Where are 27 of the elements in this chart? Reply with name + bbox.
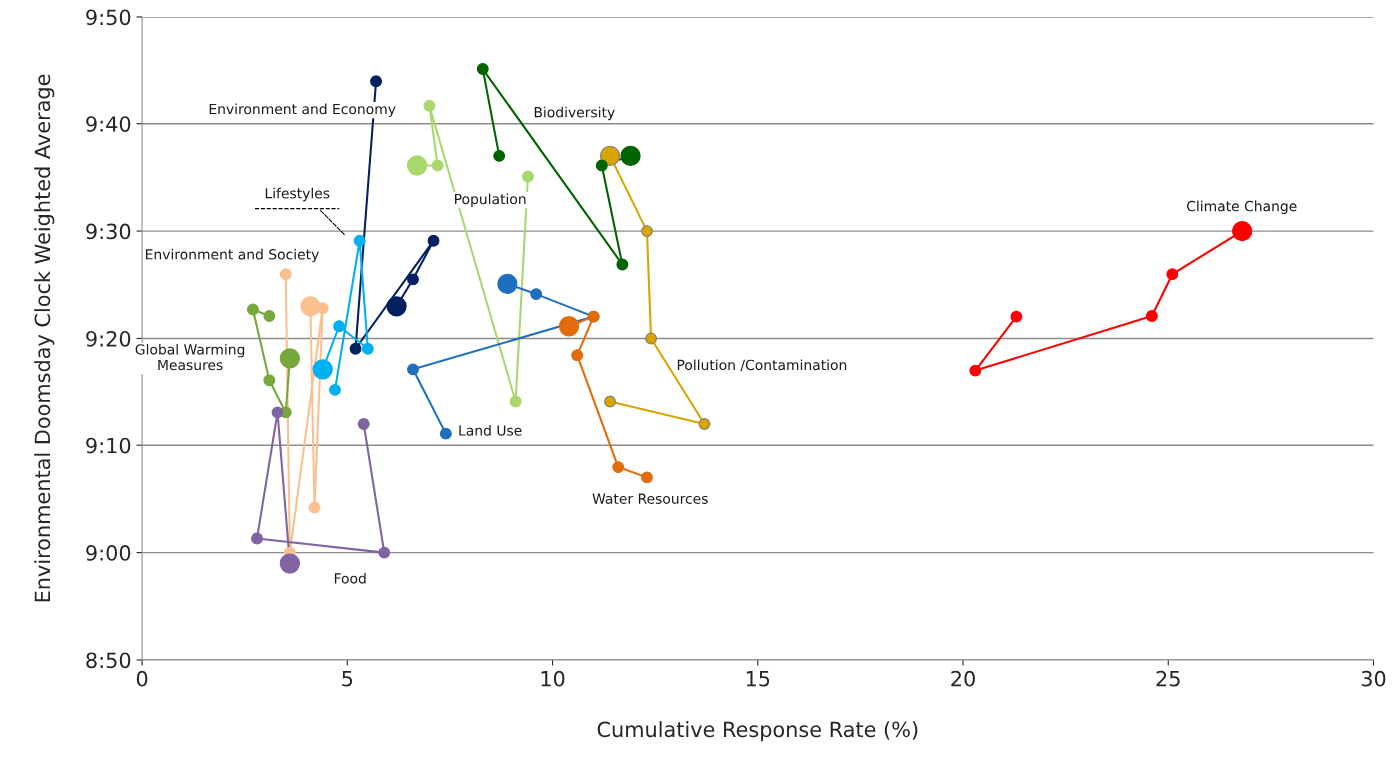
x-tick-label: 0 bbox=[136, 670, 148, 687]
y-axis-title: Environmental Doomsday Clock Weighted Average bbox=[34, 74, 55, 602]
x-tick-label: 10 bbox=[541, 670, 565, 687]
y-tick-label: 9:30 bbox=[86, 223, 131, 240]
series-label: Pollution /Contamination bbox=[677, 359, 847, 372]
y-tick-label: 9:20 bbox=[86, 330, 131, 347]
y-tick-label: 8:50 bbox=[86, 652, 131, 669]
x-tick-label: 30 bbox=[1361, 670, 1386, 687]
series-label: Land Use bbox=[459, 424, 522, 436]
x-tick-label: 5 bbox=[342, 671, 353, 687]
y-tick-label: 9:50 bbox=[86, 9, 131, 26]
series-label: Biodiversity bbox=[534, 106, 615, 121]
text: Environment and Society bbox=[146, 248, 319, 263]
x-tick-label: 20 bbox=[951, 670, 975, 687]
x-tick-label: 25 bbox=[1156, 670, 1180, 687]
series-label: Water Resources bbox=[592, 493, 708, 504]
series-label: Climate Change bbox=[1187, 200, 1297, 215]
y-tick-label: 9:00 bbox=[86, 545, 131, 561]
series-label: Food bbox=[334, 572, 366, 584]
x-tick-label: 15 bbox=[746, 671, 770, 687]
x-axis-title: Cumulative Response Rate (%) bbox=[597, 721, 918, 742]
series-label: Environment and Economy bbox=[209, 103, 396, 117]
text: Lifestyles bbox=[265, 187, 330, 202]
y-tick-label: 9:40 bbox=[86, 116, 131, 132]
series-label: Global Warming Measures bbox=[135, 343, 245, 371]
y-tick-label: 9:10 bbox=[86, 437, 131, 454]
series-label: Population bbox=[455, 193, 526, 207]
